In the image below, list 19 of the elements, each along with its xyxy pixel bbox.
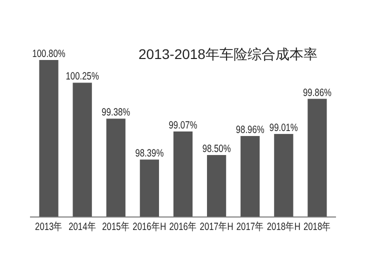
data-label: 99.86% xyxy=(302,87,332,100)
x-tick-label: 2014年 xyxy=(68,220,96,234)
data-label: 99.38% xyxy=(102,106,131,119)
x-tick-label: 2018年H xyxy=(266,220,301,234)
data-label: 100.80% xyxy=(32,48,66,60)
data-label: 100.25% xyxy=(66,70,100,84)
data-label: 98.96% xyxy=(236,124,265,136)
x-tick-label: 2016年 xyxy=(169,220,197,234)
x-tick-label: 2013年 xyxy=(35,220,63,234)
data-label: 99.01% xyxy=(269,122,298,134)
x-tick-label: 2016年H xyxy=(132,220,166,234)
chart-title: 2013-2018年车险综合成本率 xyxy=(138,46,318,62)
x-tick-label: 2017年 xyxy=(236,220,264,234)
data-label: 98.39% xyxy=(135,148,164,160)
x-tick-label: 2018年 xyxy=(303,220,331,234)
x-tick-label: 2017年H xyxy=(200,220,234,234)
x-tick-label: 2015年 xyxy=(102,220,130,234)
data-label: 98.50% xyxy=(202,143,232,156)
data-label: 99.07% xyxy=(168,120,198,132)
